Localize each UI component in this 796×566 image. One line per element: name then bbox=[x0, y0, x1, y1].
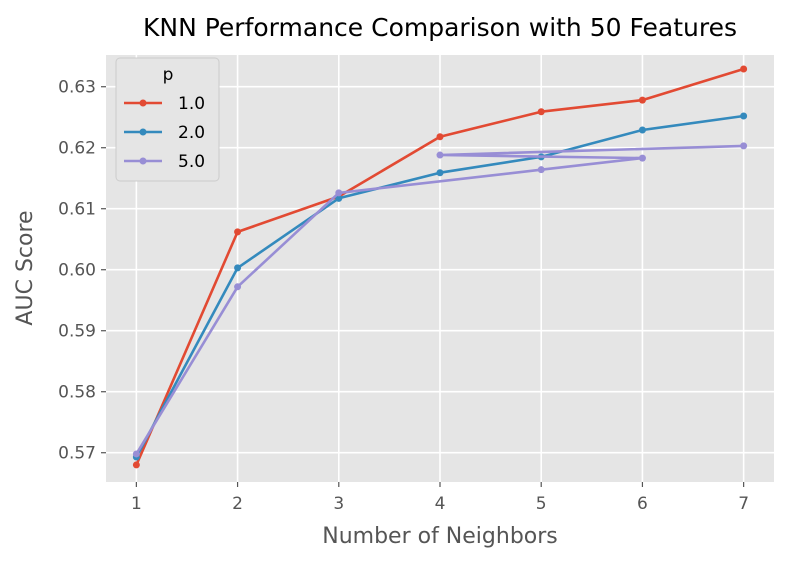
data-point bbox=[740, 142, 748, 150]
data-point bbox=[740, 112, 748, 120]
data-point bbox=[537, 166, 545, 174]
data-point bbox=[436, 169, 444, 177]
legend-marker bbox=[139, 157, 147, 165]
data-point bbox=[537, 108, 545, 116]
legend-item: 5.0 bbox=[124, 152, 205, 172]
legend-item: 1.0 bbox=[124, 94, 205, 114]
series-5.0 bbox=[132, 142, 748, 458]
legend-items: 1.0 2.0 5.0 bbox=[124, 94, 205, 172]
x-tick-label: 6 bbox=[637, 494, 648, 514]
data-point bbox=[638, 154, 646, 162]
chart-title: KNN Performance Comparison with 50 Featu… bbox=[143, 13, 737, 42]
data-point bbox=[234, 264, 242, 272]
x-axis-label: Number of Neighbors bbox=[322, 524, 558, 549]
data-point bbox=[234, 228, 242, 236]
y-tick-label: 0.62 bbox=[58, 139, 96, 159]
data-point bbox=[132, 461, 140, 469]
legend-title: p bbox=[163, 65, 174, 85]
series-2.0 bbox=[132, 112, 748, 461]
y-tick-label: 0.61 bbox=[58, 200, 96, 220]
x-tick-label: 1 bbox=[131, 494, 142, 514]
y-tick-label: 0.59 bbox=[58, 322, 96, 342]
data-point bbox=[638, 96, 646, 104]
x-tick-label: 3 bbox=[333, 494, 344, 514]
x-tick-label: 5 bbox=[536, 494, 547, 514]
y-tick-label: 0.60 bbox=[58, 261, 96, 281]
series-layer bbox=[132, 65, 748, 469]
y-axis-label: AUC Score bbox=[13, 210, 38, 325]
legend-label: 1.0 bbox=[178, 94, 205, 114]
y-tick-label: 0.57 bbox=[58, 444, 96, 464]
data-point bbox=[740, 65, 748, 73]
data-point bbox=[234, 283, 242, 291]
data-point bbox=[436, 151, 444, 159]
legend: p 1.0 2.0 5.0 bbox=[115, 57, 220, 182]
legend-frame bbox=[115, 57, 220, 182]
data-point bbox=[638, 126, 646, 134]
legend-label: 2.0 bbox=[178, 123, 205, 143]
tick-layer: 1 2 3 4 5 6 7 0.57 0.58 0.59 0.60 0.61 0.62 0.63 bbox=[58, 78, 749, 514]
grid-layer bbox=[106, 55, 774, 482]
legend-item: 2.0 bbox=[124, 123, 205, 143]
data-point bbox=[132, 450, 140, 458]
data-point bbox=[335, 189, 343, 197]
data-point bbox=[436, 133, 444, 141]
legend-marker bbox=[139, 99, 147, 107]
y-tick-label: 0.63 bbox=[58, 78, 96, 98]
x-tick-label: 4 bbox=[435, 494, 446, 514]
y-tick-label: 0.58 bbox=[58, 383, 96, 403]
x-tick-label: 2 bbox=[232, 494, 243, 514]
legend-marker bbox=[139, 128, 147, 136]
x-tick-label: 7 bbox=[738, 494, 749, 514]
legend-label: 5.0 bbox=[178, 152, 205, 172]
data-point bbox=[335, 194, 343, 202]
